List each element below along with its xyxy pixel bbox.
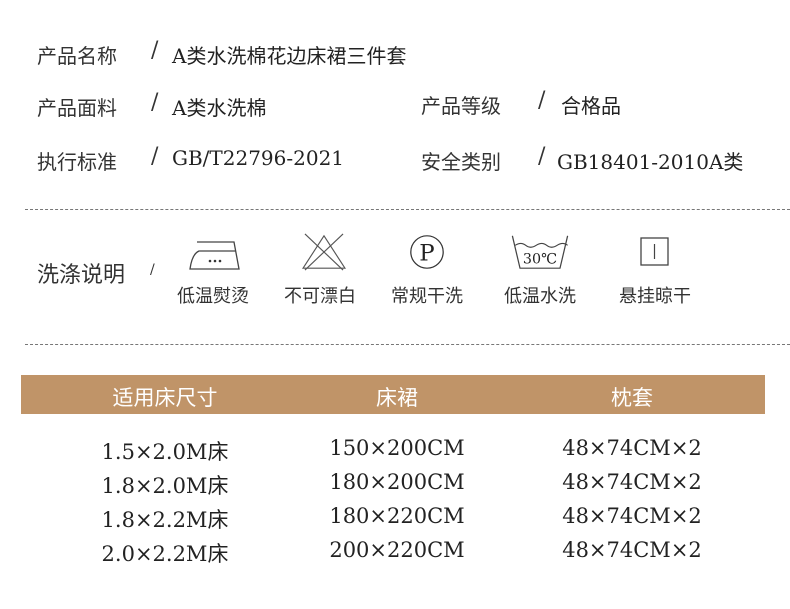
header-bed-size: 适用床尺寸: [112, 386, 218, 410]
separator: /: [538, 144, 546, 169]
wash-30c-icon: 30℃: [511, 235, 569, 269]
care-label-iron: 低温熨烫: [177, 286, 249, 307]
spec-label-safety: 安全类别: [421, 150, 501, 174]
care-label-wash: 低温水洗: [504, 286, 576, 307]
iron-low-temp-icon: [189, 241, 240, 270]
spec-label-name: 产品名称: [37, 44, 117, 68]
spec-label-fabric: 产品面料: [37, 96, 117, 120]
table-cell: 2.0×2.2M床: [101, 542, 229, 566]
line-dry-icon: [640, 237, 669, 266]
spec-label-standard: 执行标准: [37, 150, 117, 174]
table-cell: 1.8×2.2M床: [101, 508, 229, 532]
separator: /: [150, 262, 155, 278]
table-cell: 180×200CM: [329, 470, 465, 494]
table-cell: 180×220CM: [329, 504, 465, 528]
spec-label-grade: 产品等级: [421, 94, 501, 118]
care-label-dry: 悬挂晾干: [619, 286, 691, 307]
table-cell: 48×74CM×2: [562, 538, 702, 562]
care-title: 洗涤说明: [37, 263, 126, 288]
no-bleach-icon: [301, 233, 347, 271]
care-label-bleach: 不可漂白: [284, 286, 356, 307]
table-cell: 48×74CM×2: [562, 436, 702, 460]
header-bed-skirt: 床裙: [376, 386, 418, 410]
header-pillowcase: 枕套: [611, 386, 653, 410]
separator: /: [538, 88, 546, 113]
spec-value-safety: GB18401-2010A类: [557, 150, 744, 174]
table-header: 适用床尺寸 床裙 枕套: [21, 375, 765, 414]
spec-value-grade: 合格品: [561, 94, 621, 118]
table-cell: 1.8×2.0M床: [101, 474, 229, 498]
separator: /: [151, 38, 159, 63]
table-cell: 1.5×2.0M床: [101, 440, 229, 464]
separator: /: [151, 144, 159, 169]
table-cell: 48×74CM×2: [562, 504, 702, 528]
table-cell: 48×74CM×2: [562, 470, 702, 494]
svg-text:P: P: [419, 241, 434, 267]
spec-value-standard: GB/T22796-2021: [172, 146, 345, 170]
spec-value-name: A类水洗棉花边床裙三件套: [172, 44, 407, 68]
care-label-dryclean: 常规干洗: [391, 286, 463, 307]
dry-clean-p-icon: P: [410, 235, 444, 269]
table-cell: 150×200CM: [329, 436, 465, 460]
divider: [25, 209, 790, 210]
separator: /: [151, 90, 159, 115]
divider: [25, 344, 790, 345]
table-cell: 200×220CM: [329, 538, 465, 562]
spec-value-fabric: A类水洗棉: [172, 96, 267, 120]
svg-text:30℃: 30℃: [523, 251, 557, 267]
